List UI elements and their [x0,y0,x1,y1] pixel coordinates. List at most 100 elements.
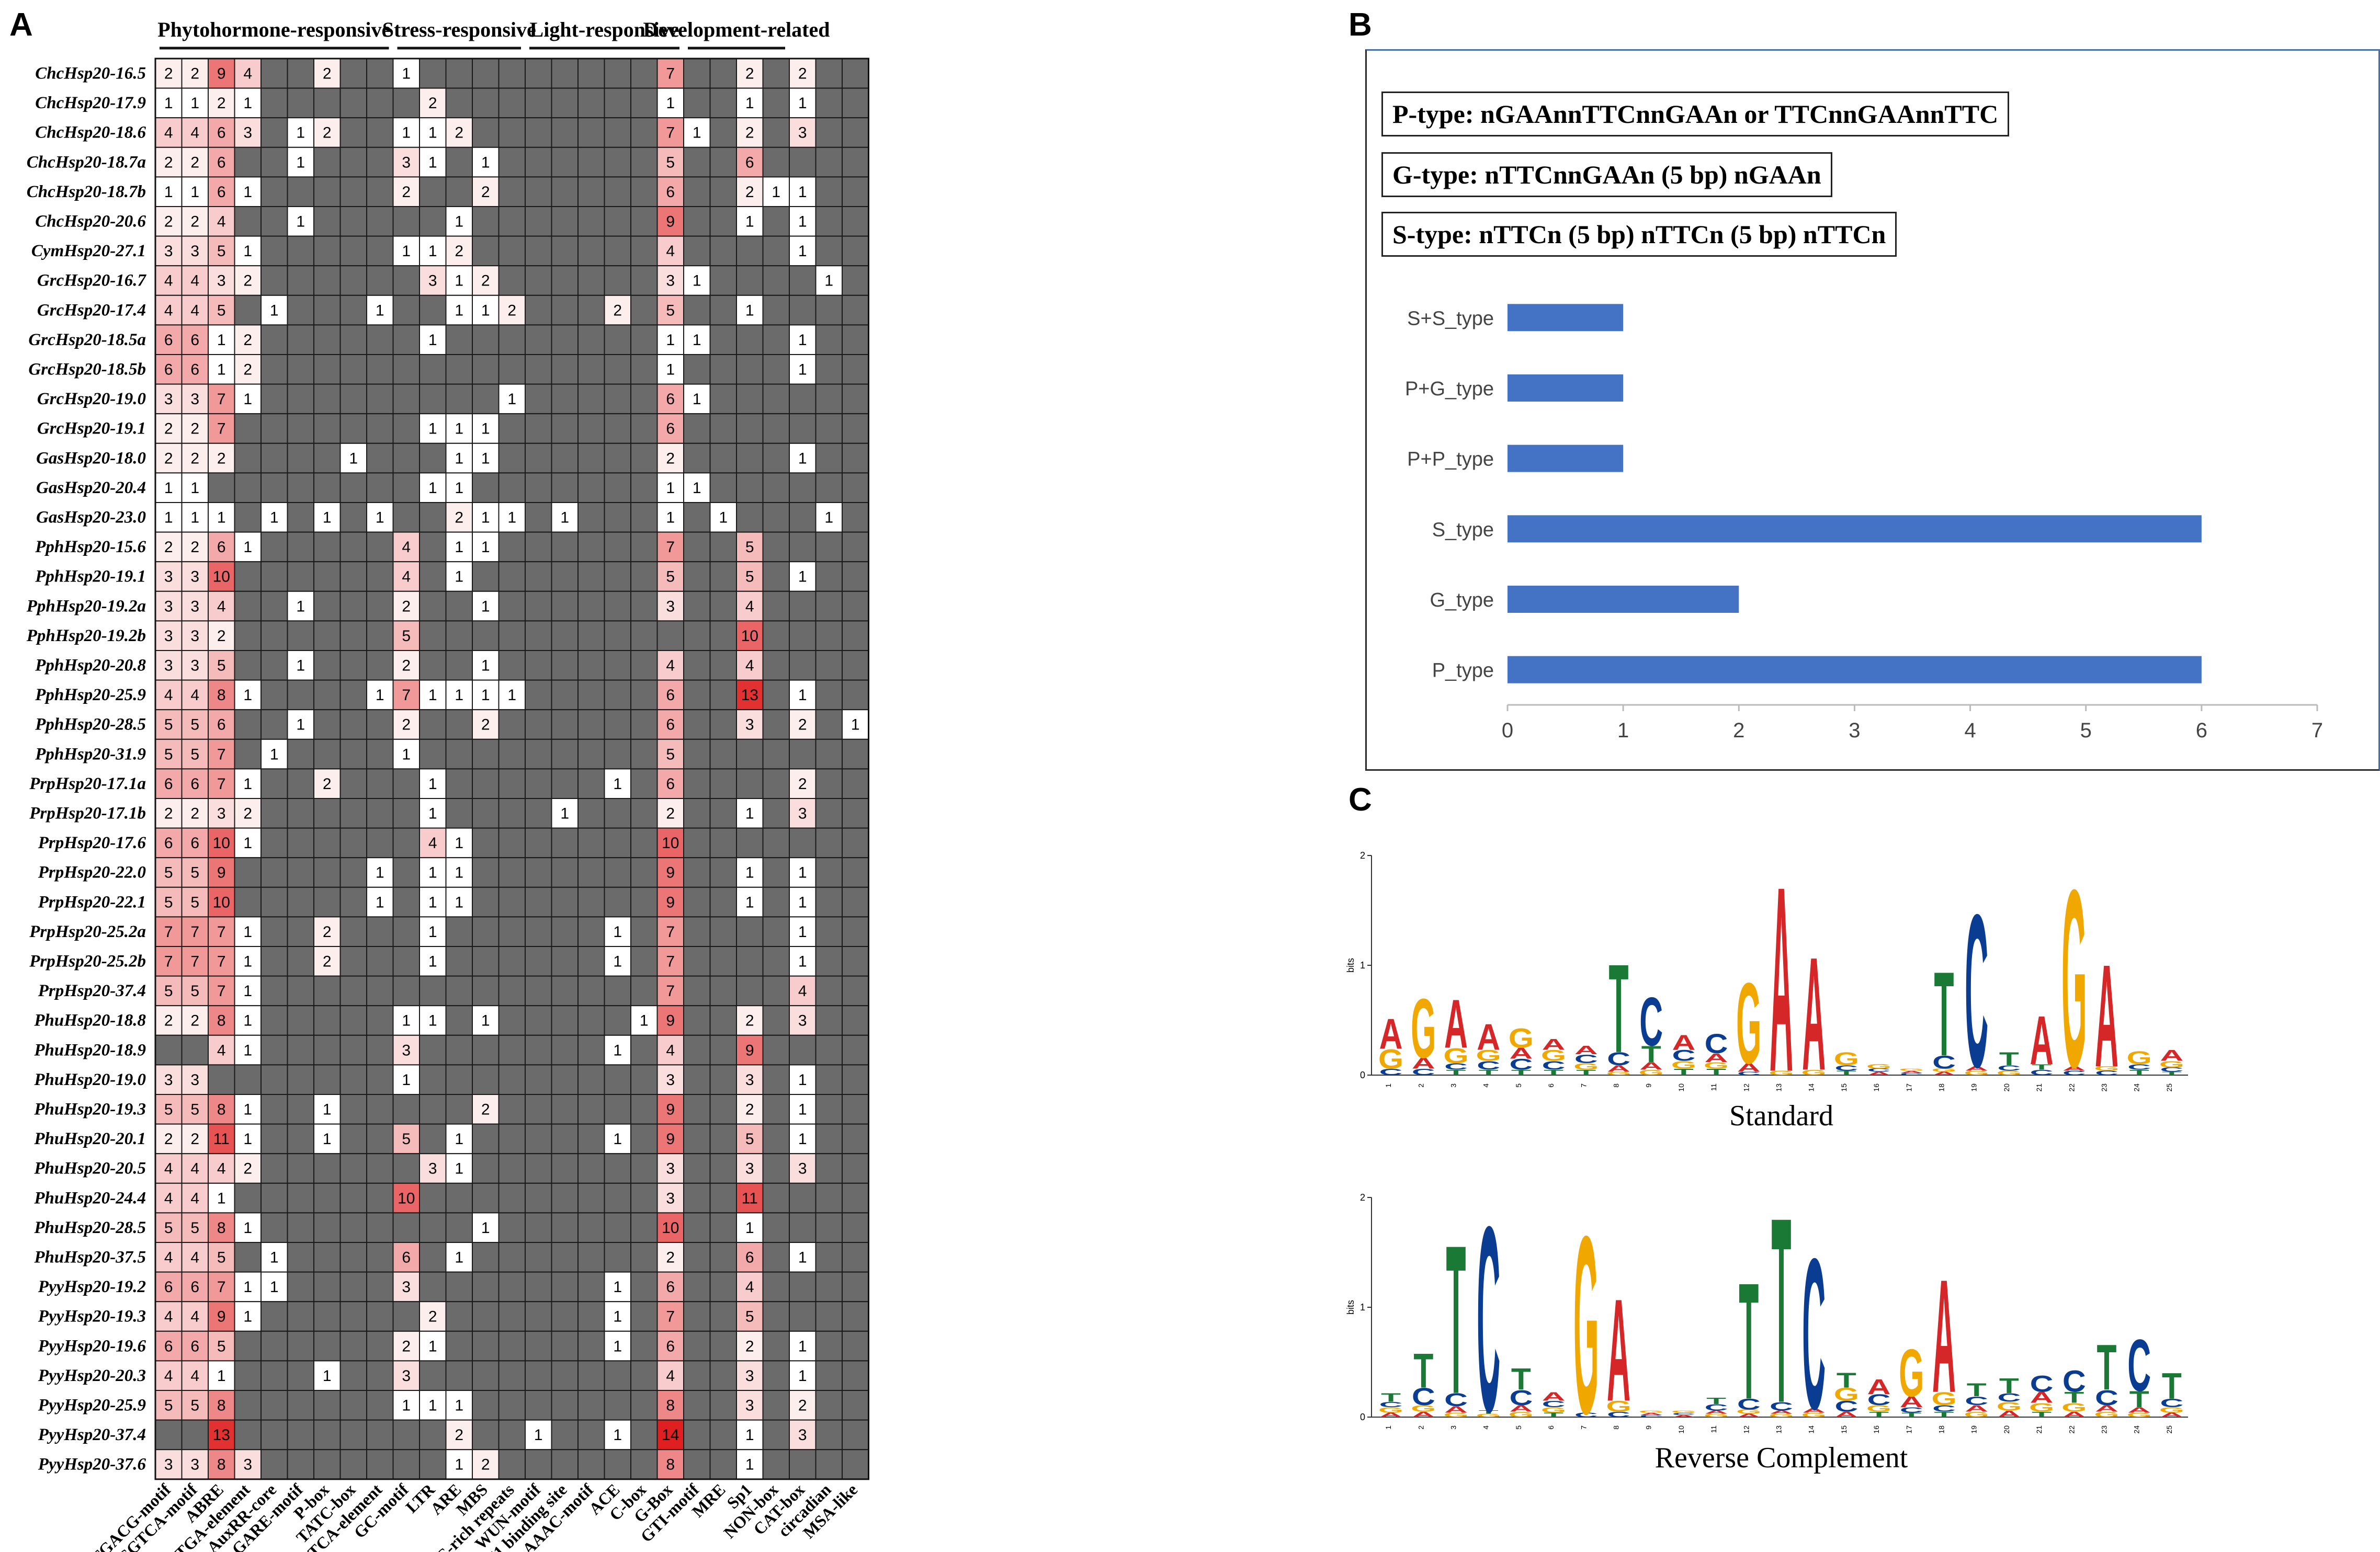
heatmap-cell [762,206,790,237]
heatmap-cell [287,502,314,533]
cell-value: 3 [798,1160,807,1178]
cell-value: 1 [798,332,807,349]
heatmap-cell [551,531,579,563]
heatmap-cell [709,413,737,444]
heatmap-cell [339,1419,367,1451]
heatmap-cell [762,1182,790,1214]
cell-value: 1 [243,243,252,260]
heatmap-cell [445,1212,473,1243]
cell-value: 5 [666,568,675,586]
cell-value: 2 [428,95,437,112]
heatmap-cell [604,324,631,356]
cell-value: 2 [402,598,411,615]
heatmap-cell [234,1182,262,1214]
heatmap-cell [339,294,367,326]
logo-letter: G [1476,1413,1501,1418]
heatmap-cell [551,886,579,918]
heatmap-cell [392,650,420,681]
heatmap-cell [709,531,737,563]
cell-value: 1 [243,1131,252,1148]
heatmap-cell [260,975,288,1007]
heatmap-cell [181,146,209,178]
heatmap-cell [709,1064,737,1095]
heatmap-cell [551,1034,579,1066]
heatmap-cell [260,1064,288,1095]
heatmap-cell [656,857,684,888]
cell-value: 8 [217,1219,226,1237]
cell-value: 2 [164,65,173,82]
cell-value: 3 [428,272,437,290]
heatmap-cell [709,1094,737,1125]
cell-value: 4 [164,687,173,704]
heatmap-cell [762,798,790,829]
heatmap-cell [472,1182,500,1214]
logo-letter: G [1606,1398,1631,1415]
heatmap-cell [234,768,262,800]
heatmap-cell [762,738,790,770]
cell-value: 1 [455,420,463,438]
heatmap-cell [736,857,764,888]
cell-value: 1 [745,805,754,822]
heatmap-cell [234,738,262,770]
cell-value: 4 [164,1249,173,1266]
logo-letter: A [1737,1413,1761,1418]
heatmap-cell [366,620,394,652]
cell-value: 1 [798,568,807,586]
cell-value: 1 [376,864,384,882]
cell-value: 5 [164,1101,173,1118]
heatmap-cell [445,1064,473,1095]
cell-value: 1 [428,923,437,941]
heatmap-cell [709,1390,737,1421]
cell-value: 1 [798,243,807,260]
heatmap-cell [366,1212,394,1243]
heatmap-cell [577,1301,605,1332]
cell-value: 2 [402,657,411,674]
heatmap-cell [498,1212,526,1243]
heatmap-cell [842,531,869,563]
heatmap-cell [762,590,790,622]
cell-value: 3 [190,657,199,674]
heatmap-cell [234,857,262,888]
heatmap-cell [366,176,394,207]
heatmap-cell [604,1242,631,1273]
panel-a-label: A [9,7,33,43]
heatmap-cell [155,798,183,829]
heatmap-cell [445,1005,473,1036]
heatmap-cell [815,679,843,711]
heatmap-cell [815,1153,843,1184]
heatmap-cell [789,1212,817,1243]
cell-value: 1 [613,1338,622,1355]
cell-value: 7 [666,953,675,970]
row-label: PphHsp20-31.9 [35,745,146,763]
logo-letter: C [1379,1067,1403,1077]
heatmap-cell [181,590,209,622]
heatmap-cell [815,1005,843,1036]
cell-value: 2 [243,361,252,378]
heatmap-cell [525,1301,552,1332]
cell-value: 2 [481,716,490,734]
heatmap-cell [815,1360,843,1391]
heatmap-cell [445,1360,473,1391]
heatmap-cell [339,798,367,829]
heatmap-cell [709,146,737,178]
heatmap-cell [339,1390,367,1421]
heatmap-cell [234,294,262,326]
heatmap-cell [366,975,394,1007]
cell-value: 1 [613,923,622,941]
heatmap-cell [445,442,473,474]
heatmap-cell [525,176,552,207]
heatmap-cell [260,827,288,859]
heatmap-cell [630,1064,658,1095]
cell-value: 9 [666,1131,675,1148]
heatmap-cell [498,87,526,119]
s-type-definition: S-type: nTTCn (5 bp) nTTCn (5 bp) nTTCn [1381,212,1897,257]
cell-value: 1 [745,95,754,112]
heatmap-cell [472,620,500,652]
heatmap-cell [762,620,790,652]
x-tick-label: 1 [1617,719,1629,742]
heatmap-cell [656,650,684,681]
heatmap-cell [709,117,737,148]
cell-value: 1 [428,154,437,171]
heatmap-cell [525,206,552,237]
heatmap-cell [260,679,288,711]
